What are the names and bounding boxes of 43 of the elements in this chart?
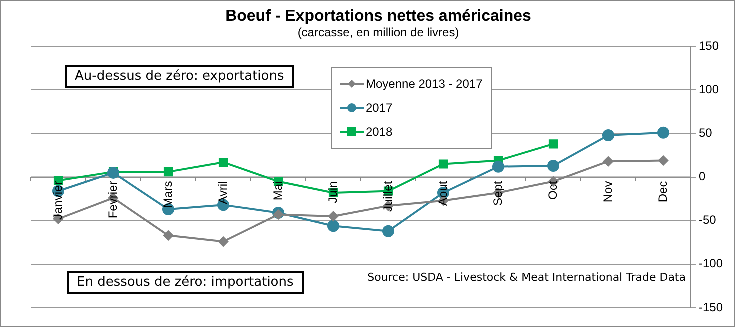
x-tick-label: Sept	[490, 180, 505, 206]
x-tick-label: Oct	[546, 180, 560, 200]
legend-label: Moyenne 2013 - 2017	[366, 77, 483, 91]
point	[438, 160, 448, 169]
point	[547, 160, 560, 172]
annotation: En dessous de zéro: importations	[67, 271, 304, 294]
x-tick-label: Janvier	[50, 181, 65, 220]
y-tick-label: 50	[698, 126, 713, 140]
point	[602, 129, 614, 142]
x-tick-label: Dec	[656, 181, 670, 203]
y-tick-label: -100	[698, 256, 724, 271]
x-tick-label: Juillet	[380, 180, 395, 212]
point	[273, 210, 284, 220]
legend-label: 2017	[366, 101, 393, 115]
point	[657, 126, 670, 139]
x-tick-label: Aout	[436, 180, 450, 206]
annotation: Au-dessus de zéro: exportations	[65, 65, 294, 88]
x-tick-label: Mars	[160, 181, 175, 208]
y-tick-label: 0	[698, 170, 706, 184]
annotation: Source: USDA - Livestock & Meat International Trade Data	[368, 271, 686, 284]
legend-label: 2018	[366, 125, 393, 139]
point	[163, 230, 174, 241]
point	[658, 156, 668, 166]
x-tick-label: Juin	[326, 181, 340, 204]
x-tick-label: Fevrier	[106, 181, 120, 219]
point	[328, 212, 338, 222]
chart-title: Boeuf - Exportations nettes américaines	[226, 8, 532, 26]
point	[164, 168, 174, 177]
point	[218, 236, 228, 247]
point	[492, 160, 504, 173]
y-tick-label: -50	[698, 213, 717, 228]
y-tick-label: 100	[698, 82, 720, 96]
point	[218, 158, 228, 168]
point	[548, 140, 558, 149]
y-tick-label: -150	[698, 300, 724, 314]
point	[603, 156, 614, 167]
y-tick-label: 150	[698, 38, 720, 53]
x-tick-label: Avril	[216, 181, 230, 204]
x-tick-label: Mai	[270, 181, 285, 201]
point	[327, 220, 340, 232]
point	[382, 225, 394, 238]
x-tick-label: Nov	[600, 181, 615, 203]
chart-subtitle: (carcasse, en million de livres)	[298, 26, 460, 40]
